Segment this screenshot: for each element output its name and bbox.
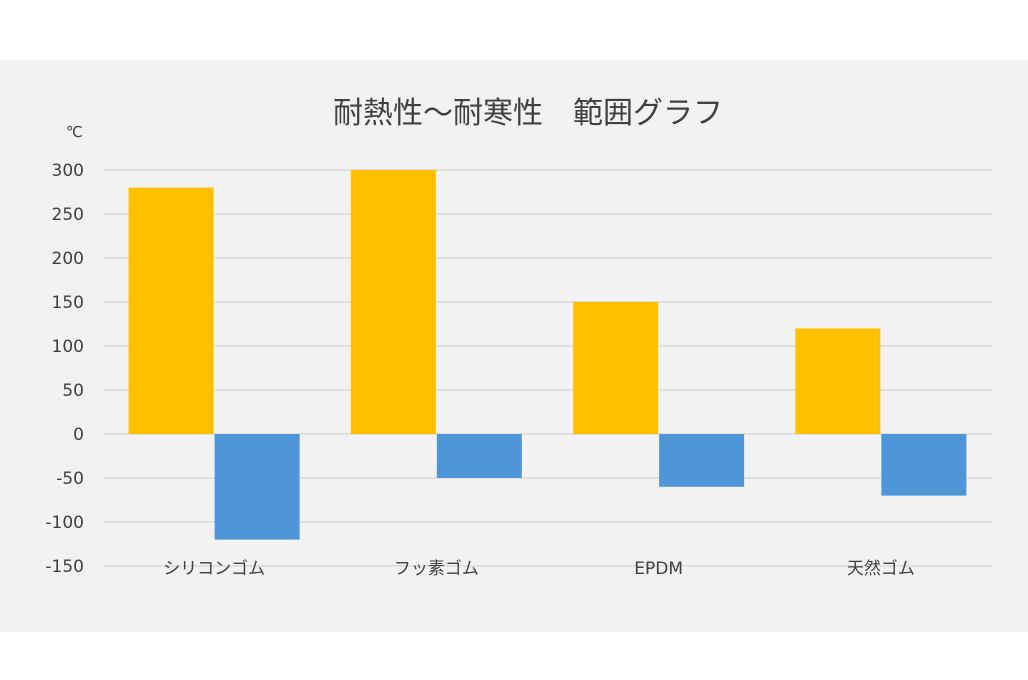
y-tick-label: -50 [56, 469, 84, 489]
cold-bar-3 [881, 434, 967, 496]
x-category-label: 天然ゴム [847, 558, 915, 579]
heat-bar-1 [350, 170, 436, 434]
cold-bar-2 [659, 434, 745, 487]
y-tick-label: 200 [52, 249, 84, 269]
bar-chart: 耐熱性～耐寒性 範囲グラフ ℃ 300 250 200 150 100 50 0 -50 -10… [45, 96, 992, 579]
x-category-label: EPDM [634, 559, 683, 579]
cold-bar-0 [214, 434, 300, 540]
y-tick-label: 300 [52, 161, 84, 181]
x-category-label: シリコンゴム [163, 558, 265, 579]
chart-panel: 耐熱性～耐寒性 範囲グラフ ℃ 300 250 200 150 100 50 0 -50 -10… [0, 60, 1028, 632]
y-tick-label: -100 [45, 513, 84, 533]
x-category-label: フッ素ゴム [394, 558, 479, 579]
x-axis-categories: シリコンゴム フッ素ゴム EPDM 天然ゴム [163, 558, 915, 579]
y-axis-ticks: 300 250 200 150 100 50 0 -50 -100 -150 [45, 161, 84, 577]
y-tick-label: -150 [45, 557, 84, 577]
heat-bar-0 [128, 187, 214, 434]
heat-bar-2 [573, 302, 659, 434]
y-tick-label: 50 [62, 381, 84, 401]
y-axis-unit-label: ℃ [66, 123, 83, 141]
y-tick-label: 150 [52, 293, 84, 313]
y-tick-label: 100 [52, 337, 84, 357]
y-tick-label: 0 [73, 425, 84, 445]
chart-title: 耐熱性～耐寒性 範囲グラフ [333, 96, 723, 131]
heat-bar-3 [795, 328, 881, 434]
bars [128, 170, 967, 540]
cold-bar-1 [436, 434, 522, 478]
y-tick-label: 250 [52, 205, 84, 225]
